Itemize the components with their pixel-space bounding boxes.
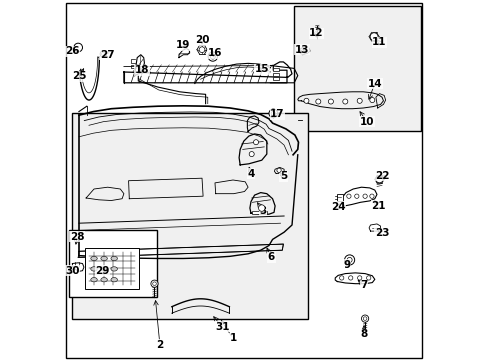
Circle shape xyxy=(342,99,347,104)
Bar xyxy=(72,113,307,319)
Text: 28: 28 xyxy=(70,232,84,242)
Polygon shape xyxy=(297,92,383,109)
Ellipse shape xyxy=(91,278,97,282)
Ellipse shape xyxy=(111,278,117,282)
Text: 2: 2 xyxy=(156,340,163,350)
Text: 25: 25 xyxy=(72,71,87,81)
Ellipse shape xyxy=(91,267,97,271)
Bar xyxy=(252,211,266,214)
Ellipse shape xyxy=(101,278,107,282)
Text: 23: 23 xyxy=(374,228,388,238)
Text: 15: 15 xyxy=(254,64,268,74)
Bar xyxy=(273,73,278,76)
Circle shape xyxy=(339,276,343,280)
Circle shape xyxy=(346,257,351,262)
Text: 10: 10 xyxy=(359,117,373,127)
Circle shape xyxy=(369,33,377,41)
Circle shape xyxy=(208,52,217,61)
Circle shape xyxy=(344,255,354,265)
Circle shape xyxy=(303,98,308,103)
Polygon shape xyxy=(128,178,203,199)
Text: 12: 12 xyxy=(308,28,323,38)
Ellipse shape xyxy=(101,256,107,261)
Circle shape xyxy=(276,168,281,172)
Bar xyxy=(69,230,157,297)
Bar xyxy=(273,77,278,80)
Polygon shape xyxy=(86,187,123,201)
Circle shape xyxy=(199,47,204,53)
Circle shape xyxy=(356,98,362,103)
Circle shape xyxy=(74,43,82,52)
Circle shape xyxy=(210,54,215,59)
Text: 5: 5 xyxy=(279,171,286,181)
Text: 7: 7 xyxy=(360,280,367,290)
Text: 1: 1 xyxy=(229,333,236,343)
Circle shape xyxy=(328,99,333,104)
Circle shape xyxy=(354,194,358,198)
Circle shape xyxy=(270,111,275,116)
Text: 19: 19 xyxy=(175,40,189,50)
Text: 21: 21 xyxy=(370,201,385,211)
Text: 31: 31 xyxy=(215,322,229,332)
Text: 4: 4 xyxy=(247,168,254,179)
Polygon shape xyxy=(335,273,374,284)
Ellipse shape xyxy=(101,267,107,271)
Circle shape xyxy=(299,48,305,54)
Circle shape xyxy=(348,276,352,280)
Circle shape xyxy=(258,205,264,211)
Text: 30: 30 xyxy=(65,266,80,276)
Bar xyxy=(294,6,420,131)
Circle shape xyxy=(249,152,254,157)
Text: 22: 22 xyxy=(374,171,388,181)
Circle shape xyxy=(152,282,156,285)
Circle shape xyxy=(151,280,158,287)
Circle shape xyxy=(346,194,350,198)
Text: 27: 27 xyxy=(100,50,114,60)
Text: 26: 26 xyxy=(65,46,80,56)
Circle shape xyxy=(268,109,277,118)
Circle shape xyxy=(315,99,320,104)
Text: 17: 17 xyxy=(270,109,285,120)
Text: 13: 13 xyxy=(294,45,309,55)
Text: 16: 16 xyxy=(207,48,222,58)
Circle shape xyxy=(361,315,368,322)
Circle shape xyxy=(369,98,374,103)
Circle shape xyxy=(375,176,382,183)
Bar xyxy=(273,68,278,71)
Circle shape xyxy=(253,140,258,145)
Text: 29: 29 xyxy=(95,266,109,276)
Text: 6: 6 xyxy=(267,252,275,262)
Polygon shape xyxy=(215,180,247,194)
Ellipse shape xyxy=(111,256,117,261)
Circle shape xyxy=(102,52,105,56)
Text: 18: 18 xyxy=(134,65,149,75)
Text: 8: 8 xyxy=(360,329,367,339)
Polygon shape xyxy=(341,187,376,206)
Bar xyxy=(337,194,343,201)
Text: 3: 3 xyxy=(259,206,266,216)
Circle shape xyxy=(362,194,366,198)
Circle shape xyxy=(366,276,370,280)
Text: 9: 9 xyxy=(343,260,350,270)
Circle shape xyxy=(357,276,361,280)
Circle shape xyxy=(100,51,106,57)
Text: 24: 24 xyxy=(330,202,345,212)
Ellipse shape xyxy=(111,267,117,271)
Text: 20: 20 xyxy=(194,35,209,45)
Circle shape xyxy=(301,50,304,53)
Text: 14: 14 xyxy=(367,78,381,89)
Circle shape xyxy=(369,194,373,198)
Ellipse shape xyxy=(91,256,97,261)
Bar xyxy=(85,248,139,289)
Text: 11: 11 xyxy=(371,37,386,48)
Circle shape xyxy=(363,317,366,320)
